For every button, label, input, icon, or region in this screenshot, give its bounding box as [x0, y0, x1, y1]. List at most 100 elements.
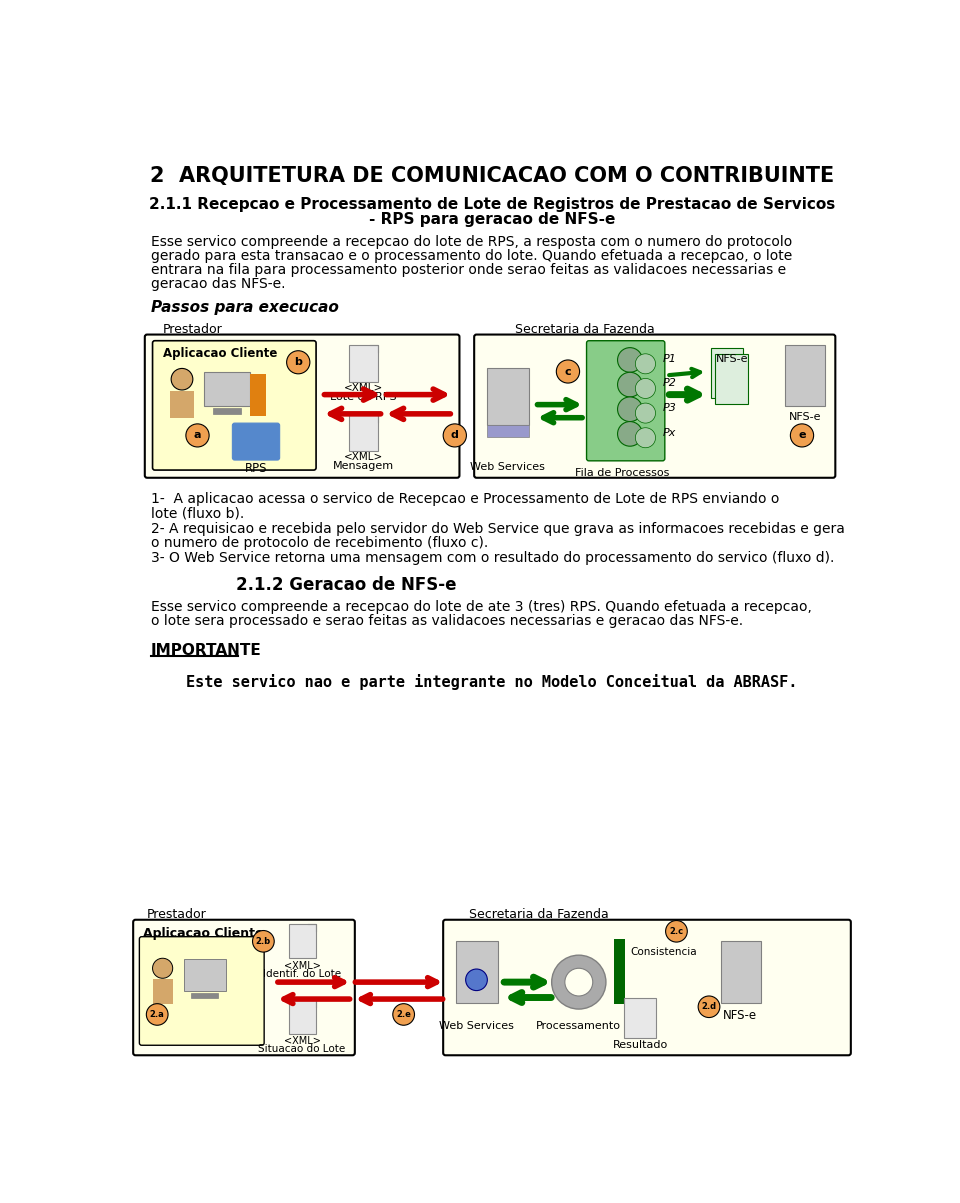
- Bar: [785, 344, 826, 407]
- Text: :: :: [621, 425, 627, 439]
- Text: <XML>: <XML>: [344, 383, 383, 393]
- Text: NFS-e: NFS-e: [716, 354, 749, 363]
- Bar: [153, 979, 173, 1003]
- Circle shape: [287, 351, 310, 374]
- Text: 2.a: 2.a: [150, 1011, 164, 1019]
- Text: Identif. do Lote: Identif. do Lote: [263, 970, 341, 979]
- Bar: [710, 349, 743, 398]
- Text: Esse servico compreende a recepcao do lote de ate 3 (tres) RPS. Quando efetuada : Esse servico compreende a recepcao do lo…: [151, 600, 812, 615]
- Bar: [348, 414, 378, 451]
- Circle shape: [153, 959, 173, 978]
- FancyBboxPatch shape: [133, 920, 355, 1055]
- Bar: [456, 941, 498, 1003]
- Circle shape: [698, 996, 720, 1018]
- Text: 3- O Web Service retorna uma mensagem com o resultado do processamento do servic: 3- O Web Service retorna uma mensagem co…: [151, 551, 834, 565]
- Circle shape: [171, 368, 193, 390]
- Text: 2.b: 2.b: [255, 937, 271, 946]
- Text: P1: P1: [662, 354, 677, 363]
- Circle shape: [790, 423, 814, 448]
- Text: Passos para execucao: Passos para execucao: [151, 300, 339, 315]
- Circle shape: [186, 423, 209, 448]
- Text: a: a: [194, 431, 202, 440]
- Text: entrara na fila para processamento posterior onde serao feitas as validacoes nec: entrara na fila para processamento poste…: [151, 263, 786, 277]
- Circle shape: [146, 1003, 168, 1025]
- FancyBboxPatch shape: [145, 334, 460, 478]
- Text: RPS: RPS: [245, 462, 267, 475]
- Circle shape: [252, 931, 275, 952]
- Text: Aplicacao Cliente: Aplicacao Cliente: [143, 926, 264, 940]
- Bar: [487, 368, 529, 426]
- Text: e: e: [799, 431, 805, 440]
- Text: <XML>: <XML>: [344, 452, 383, 462]
- Circle shape: [617, 348, 642, 372]
- Text: Situacao do Lote: Situacao do Lote: [258, 1044, 346, 1055]
- FancyBboxPatch shape: [444, 920, 851, 1055]
- Bar: [289, 924, 316, 959]
- Bar: [183, 959, 227, 991]
- Text: Este servico nao e parte integrante no Modelo Conceitual da ABRASF.: Este servico nao e parte integrante no M…: [186, 674, 798, 691]
- Text: 2- A requisicao e recebida pelo servidor do Web Service que grava as informacoes: 2- A requisicao e recebida pelo servidor…: [151, 522, 845, 535]
- Text: 2.d: 2.d: [702, 1002, 716, 1012]
- Text: Consistencia: Consistencia: [630, 947, 697, 956]
- Circle shape: [636, 379, 656, 398]
- Bar: [213, 408, 241, 414]
- Text: 2.1.2 Geracao de NFS-e: 2.1.2 Geracao de NFS-e: [236, 575, 457, 593]
- Circle shape: [617, 421, 642, 446]
- Text: Px: Px: [662, 428, 676, 438]
- Text: gerado para esta transacao e o processamento do lote. Quando efetuada a recepcao: gerado para esta transacao e o processam…: [151, 249, 792, 263]
- Text: IMPORTANTE: IMPORTANTE: [151, 644, 262, 658]
- Text: o lote sera processado e serao feitas as validacoes necessarias e geracao das NF: o lote sera processado e serao feitas as…: [151, 614, 743, 628]
- Text: 1-  A aplicacao acessa o servico de Recepcao e Processamento de Lote de RPS envi: 1- A aplicacao acessa o servico de Recep…: [151, 492, 780, 506]
- Text: Prestador: Prestador: [147, 908, 206, 921]
- Bar: [348, 344, 378, 381]
- FancyBboxPatch shape: [232, 423, 279, 460]
- Bar: [289, 998, 316, 1033]
- Text: Web Services: Web Services: [439, 1020, 514, 1031]
- Circle shape: [665, 920, 687, 942]
- Circle shape: [636, 354, 656, 374]
- Circle shape: [636, 428, 656, 448]
- Text: Web Services: Web Services: [470, 462, 545, 472]
- Text: <XML>: <XML>: [284, 1036, 321, 1047]
- Circle shape: [444, 423, 467, 448]
- Text: NFS-e: NFS-e: [789, 413, 822, 422]
- Text: 2  ARQUITETURA DE COMUNICACAO COM O CONTRIBUINTE: 2 ARQUITETURA DE COMUNICACAO COM O CONTR…: [150, 166, 834, 186]
- Text: b: b: [295, 357, 302, 367]
- Circle shape: [552, 955, 606, 1009]
- Bar: [170, 391, 194, 417]
- Text: <XML>: <XML>: [284, 960, 321, 971]
- Circle shape: [564, 968, 592, 996]
- Text: o numero de protocolo de recebimento (fluxo c).: o numero de protocolo de recebimento (fl…: [151, 535, 489, 550]
- Text: Esse servico compreende a recepcao do lote de RPS, a resposta com o numero do pr: Esse servico compreende a recepcao do lo…: [151, 236, 792, 249]
- Text: Processamento: Processamento: [537, 1020, 621, 1031]
- Circle shape: [636, 403, 656, 423]
- Text: NFS-e: NFS-e: [723, 1009, 757, 1023]
- Bar: [204, 372, 251, 407]
- Circle shape: [466, 970, 488, 990]
- Text: c: c: [564, 367, 571, 377]
- FancyBboxPatch shape: [153, 340, 316, 470]
- FancyBboxPatch shape: [139, 937, 264, 1045]
- Bar: [191, 992, 219, 998]
- Text: 2.1.1 Recepcao e Processamento de Lote de Registros de Prestacao de Servicos: 2.1.1 Recepcao e Processamento de Lote d…: [149, 197, 835, 212]
- Text: - RPS para geracao de NFS-e: - RPS para geracao de NFS-e: [369, 212, 615, 227]
- Text: Lote de RPS: Lote de RPS: [330, 391, 396, 402]
- Text: Secretaria da Fazenda: Secretaria da Fazenda: [468, 908, 609, 921]
- Text: Secretaria da Fazenda: Secretaria da Fazenda: [516, 322, 655, 336]
- Bar: [721, 941, 761, 1003]
- Circle shape: [617, 397, 642, 421]
- Bar: [614, 940, 625, 1005]
- Text: 2.e: 2.e: [396, 1011, 411, 1019]
- Circle shape: [617, 372, 642, 397]
- FancyBboxPatch shape: [587, 340, 665, 461]
- Bar: [624, 997, 657, 1037]
- Bar: [715, 354, 748, 404]
- Circle shape: [557, 360, 580, 383]
- Text: d: d: [451, 431, 459, 440]
- Text: Prestador: Prestador: [162, 322, 223, 336]
- FancyBboxPatch shape: [474, 334, 835, 478]
- Text: Fila de Processos: Fila de Processos: [575, 468, 669, 478]
- Text: geracao das NFS-e.: geracao das NFS-e.: [151, 277, 285, 291]
- Bar: [251, 374, 266, 416]
- Text: P3: P3: [662, 403, 677, 413]
